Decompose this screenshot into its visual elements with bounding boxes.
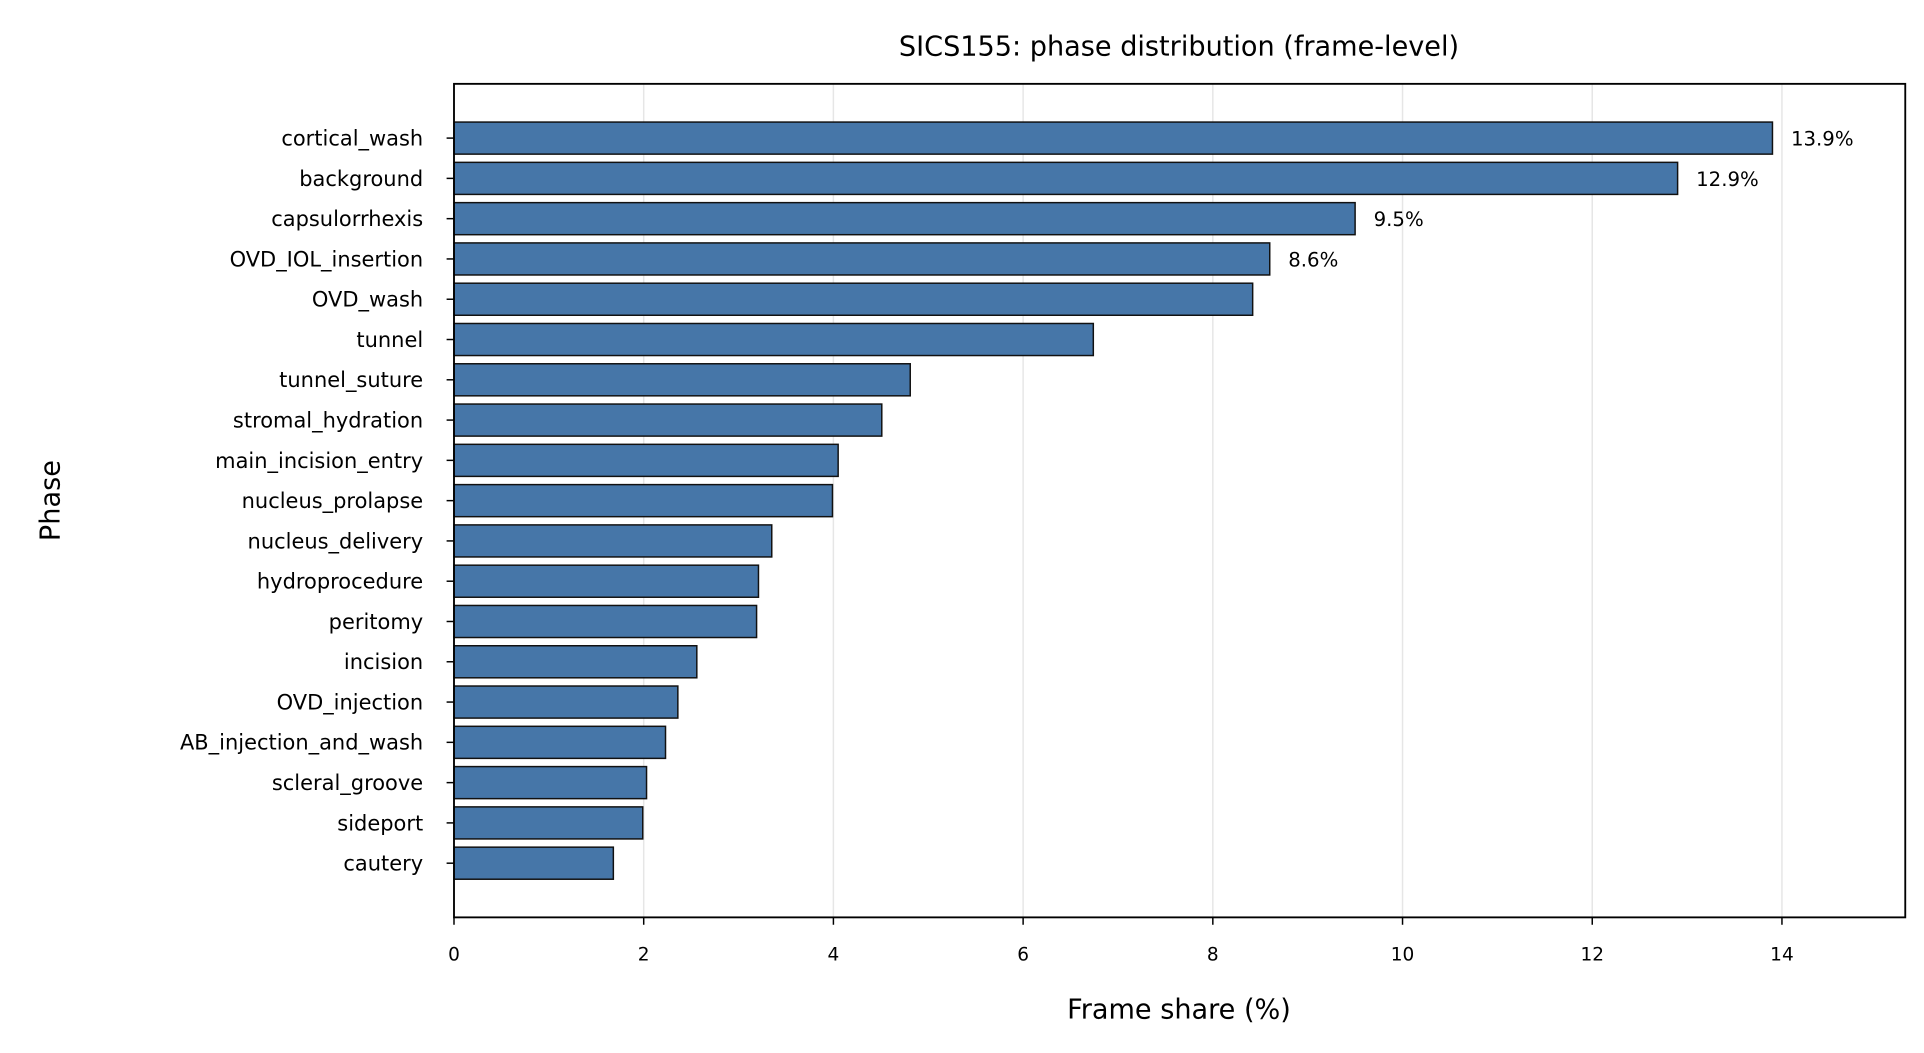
y-tick-label: scleral_groove (272, 771, 423, 796)
y-tick-label: nucleus_delivery (248, 529, 424, 554)
bar-OVD_IOL_insertion (453, 242, 1271, 276)
bar-nucleus_prolapse (453, 483, 834, 518)
x-tick-label: 8 (1207, 945, 1219, 966)
y-tick-label: OVD_wash (312, 288, 423, 313)
chart-title: SICS155: phase distribution (frame-level… (899, 31, 1459, 62)
x-tick-label: 4 (828, 945, 840, 966)
x-tick-label: 2 (638, 945, 650, 966)
y-tick-label: background (299, 167, 423, 191)
x-tick-label: 6 (1017, 945, 1029, 966)
data-labels: 13.9% 12.9% 9.5% 8.6% (1288, 127, 1853, 271)
data-label: 13.9% (1791, 127, 1854, 150)
y-tick-labels: cortical_wash background capsulorrhexis OVD… (180, 126, 454, 876)
x-tick-label: 0 (448, 945, 460, 966)
bar-background (453, 161, 1679, 196)
bar-AB_injection_and_wash (453, 725, 667, 760)
bar-sideport (453, 806, 644, 840)
data-label: 12.9% (1696, 168, 1759, 191)
x-tick-label: 14 (1770, 945, 1794, 966)
bar-cortical_wash (453, 121, 1774, 155)
bar-tunnel_suture (453, 363, 911, 397)
bar-tunnel (453, 322, 1095, 357)
bar-incision (453, 645, 698, 679)
bar-stromal_hydration (453, 403, 883, 437)
bar-OVD_wash (453, 282, 1254, 316)
y-axis-label: Phase (35, 460, 66, 541)
y-tick-label: incision (344, 650, 423, 674)
y-tick-label: OVD_IOL_insertion (230, 247, 424, 272)
x-tick-label: 10 (1391, 945, 1415, 966)
y-tick-label: tunnel_suture (279, 368, 423, 393)
x-axis-label: Frame share (%) (1067, 994, 1291, 1025)
bar-peritomy (453, 604, 758, 639)
y-tick-label: main_incision_entry (215, 449, 423, 474)
bars (453, 121, 1774, 880)
bar-scleral_groove (453, 765, 648, 800)
bar-OVD_injection (453, 685, 679, 719)
y-tick-label: nucleus_prolapse (242, 489, 424, 514)
bar-main_incision_entry (453, 443, 839, 478)
y-tick-label: tunnel (356, 328, 423, 352)
plot-frame (453, 82, 1907, 919)
x-tick-label: 12 (1580, 945, 1604, 966)
data-label: 9.5% (1374, 208, 1424, 231)
bar-capsulorrhexis (453, 201, 1356, 236)
bar-nucleus_delivery (453, 524, 773, 558)
y-tick-label: hydroprocedure (257, 570, 423, 594)
bar-cautery (453, 846, 615, 880)
y-tick-label: cautery (343, 852, 423, 876)
y-tick-label: AB_injection_and_wash (180, 731, 423, 756)
y-tick-label: peritomy (329, 610, 423, 634)
y-tick-label: stromal_hydration (233, 408, 423, 433)
x-tick-labels: 0 2 4 6 8 10 12 14 (448, 917, 1794, 966)
y-tick-label: sideport (337, 811, 423, 835)
data-label: 8.6% (1288, 248, 1338, 271)
y-tick-label: OVD_injection (277, 690, 424, 715)
y-tick-label: capsulorrhexis (271, 207, 423, 231)
y-tick-label: cortical_wash (281, 126, 423, 151)
bar-hydroprocedure (453, 564, 760, 598)
